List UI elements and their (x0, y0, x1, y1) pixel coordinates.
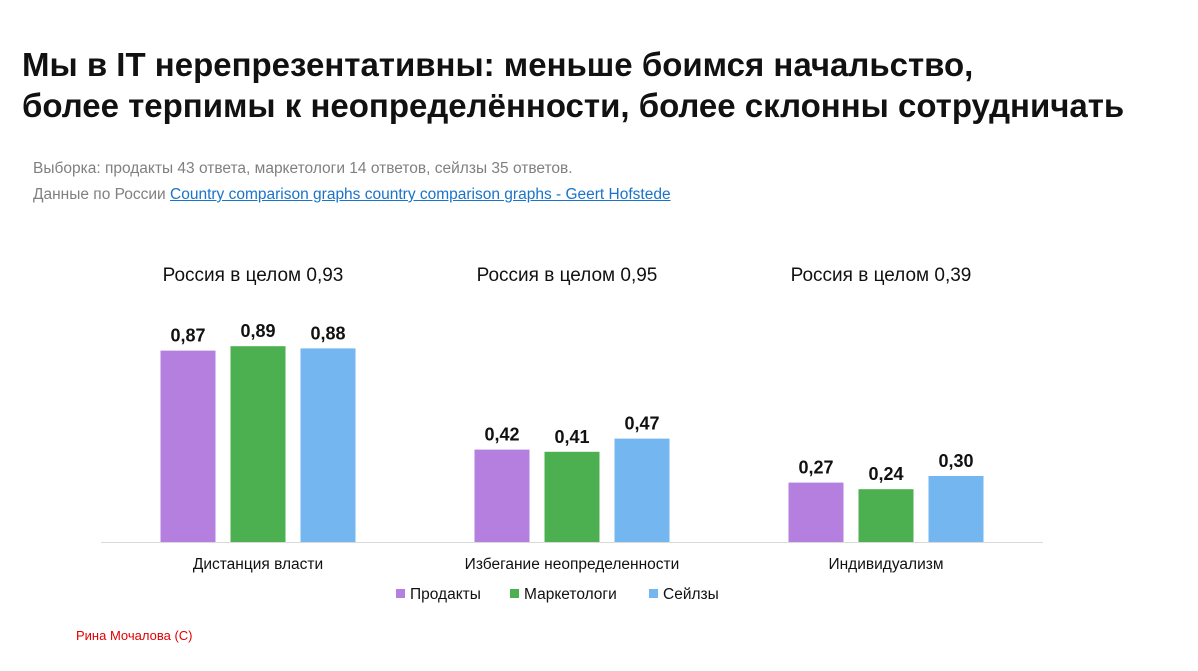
sample-note: Выборка: продакты 43 ответа, маркетологи… (33, 160, 573, 177)
group-label-1: Россия в целом 0,93 (163, 265, 344, 286)
group-label-2: Россия в целом 0,95 (477, 265, 658, 286)
data-label-2-1: 0,42 (484, 425, 519, 445)
legend-label-2: Маркетологи (524, 586, 617, 603)
bar-2-3 (614, 438, 670, 542)
bar-3-1 (788, 482, 844, 542)
legend-label-3: Сейлзы (663, 586, 719, 603)
legend-label-1: Продакты (410, 586, 481, 603)
data-label-3-1: 0,27 (798, 458, 833, 478)
group-label-3: Россия в целом 0,39 (791, 265, 972, 286)
data-label-3-2: 0,24 (868, 464, 903, 484)
source-prefix: Данные по России (33, 186, 171, 203)
data-label-1-3: 0,88 (310, 323, 345, 343)
legend-swatch-3 (649, 589, 658, 598)
page-title: Мы в IT нерепрезентативны: меньше боимся… (22, 44, 1182, 126)
bar-2-2 (544, 451, 600, 542)
bar-1-2 (230, 346, 286, 542)
data-label-1-2: 0,89 (240, 321, 275, 341)
legend-swatch-1 (396, 589, 405, 598)
category-label-1: Дистанция власти (193, 556, 323, 573)
bar-1-3 (300, 348, 356, 542)
data-label-2-2: 0,41 (554, 427, 589, 447)
category-label-3: Индивидуализм (828, 556, 943, 573)
bar-3-3 (928, 476, 984, 542)
bar-1-1 (160, 350, 216, 542)
data-label-1-1: 0,87 (170, 326, 205, 346)
data-label-2-3: 0,47 (624, 414, 659, 434)
source-note: Данные по России Country comparison grap… (33, 186, 671, 204)
title-line-1: Мы в IT нерепрезентативны: меньше боимся… (22, 46, 974, 83)
title-line-2: более терпимы к неопределённости, более … (22, 87, 1125, 124)
legend-swatch-2 (510, 589, 519, 598)
data-label-3-3: 0,30 (938, 451, 973, 471)
category-label-2: Избегание неопределенности (465, 556, 680, 573)
bar-3-2 (858, 489, 914, 542)
bar-2-1 (474, 449, 530, 542)
source-link[interactable]: Country comparison graphs country compar… (170, 186, 671, 203)
author-credit: Рина Мочалова (С) (76, 628, 193, 643)
